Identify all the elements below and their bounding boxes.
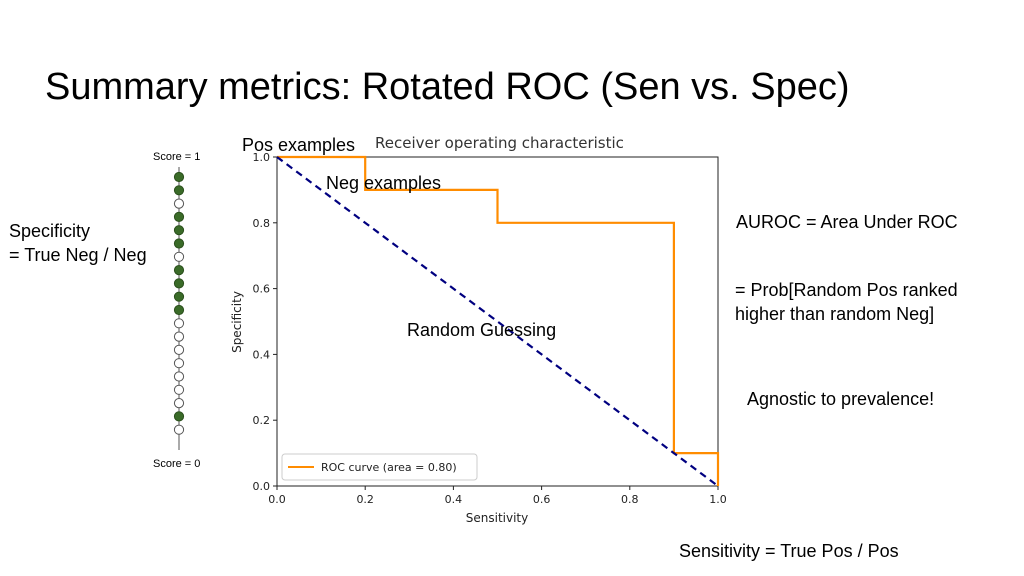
x-tick-label: 0.0: [268, 493, 286, 506]
specificity-definition: Specificity = True Neg / Neg: [9, 219, 147, 267]
neg-example-dot: [173, 398, 185, 409]
roc-chart: Receiver operating characteristic 0.0 0.2…: [230, 134, 727, 525]
neg-example-dot: [173, 358, 185, 369]
legend-label: ROC curve (area = 0.80): [321, 461, 457, 474]
pos-example-dot: [173, 304, 185, 316]
score-bottom-label: Score = 0: [153, 458, 201, 470]
pos-example-dot: [173, 291, 185, 302]
y-tick-label: 0.6: [253, 283, 271, 296]
y-axis-label: Specificity: [230, 291, 244, 353]
chart-title: Receiver operating characteristic: [375, 134, 624, 152]
pos-example-dot: [173, 225, 185, 236]
neg-example-dot: [173, 424, 185, 435]
neg-example-dot: [173, 198, 185, 209]
pos-example-dot: [173, 171, 185, 183]
prob-def-line1: = Prob[Random Pos ranked: [735, 280, 958, 300]
sensitivity-definition: Sensitivity = True Pos / Pos: [679, 541, 899, 561]
neg-example-dot: [173, 344, 185, 355]
score-ranking-column: [173, 167, 185, 450]
pos-examples-label: Pos examples: [242, 135, 356, 155]
x-tick-label: 0.8: [621, 493, 639, 506]
specificity-definition-line1: Specificity: [9, 221, 91, 241]
agnostic-note: Agnostic to prevalence!: [747, 389, 935, 409]
random-guess-line: [276, 156, 719, 487]
y-tick-label: 0.4: [253, 348, 271, 361]
random-guessing-label: Random Guessing: [407, 320, 557, 340]
x-tick-label: 0.2: [356, 493, 374, 506]
x-tick-label: 1.0: [709, 493, 727, 506]
y-tick-label: 1.0: [253, 151, 271, 164]
y-tick-label: 0.2: [253, 414, 271, 427]
roc-curve-line: [277, 155, 720, 486]
auroc-definition: AUROC = Area Under ROC: [736, 212, 958, 232]
legend-box: [281, 453, 478, 481]
pos-example-dot: [173, 278, 185, 289]
neg-example-dot: [173, 371, 185, 382]
x-tick-label: 0.4: [445, 493, 463, 506]
prob-def-line2: higher than random Neg]: [735, 304, 935, 324]
specificity-definition-line2: = True Neg / Neg: [9, 245, 147, 265]
slide-title: Summary metrics: Rotated ROC (Sen vs. Sp…: [45, 66, 850, 108]
pos-example-dot: [173, 238, 185, 249]
neg-example-dot: [173, 384, 185, 395]
auroc-probability-definition: = Prob[Random Pos ranked higher than ran…: [735, 278, 958, 326]
legend: ROC curve (area = 0.80): [281, 453, 478, 481]
neg-example-dot: [173, 251, 185, 262]
neg-example-dot: [173, 331, 185, 342]
pos-example-dot: [173, 411, 185, 422]
y-tick-label: 0.8: [253, 217, 271, 230]
neg-examples-label: Neg examples: [326, 173, 442, 193]
neg-example-dot: [173, 318, 185, 329]
pos-example-dot: [173, 211, 185, 223]
y-tick-label: 0.0: [253, 480, 271, 493]
pos-example-dot: [173, 185, 185, 196]
x-axis-label: Sensitivity: [466, 511, 528, 525]
score-top-label: Score = 1: [153, 151, 201, 163]
pos-example-dot: [173, 265, 185, 276]
plot-area: 0.0 0.2 0.4 0.6 0.8 1.0 0.0 0.2 0.4 0.6 0.8 1.0: [253, 151, 727, 506]
x-tick-label: 0.6: [533, 493, 551, 506]
